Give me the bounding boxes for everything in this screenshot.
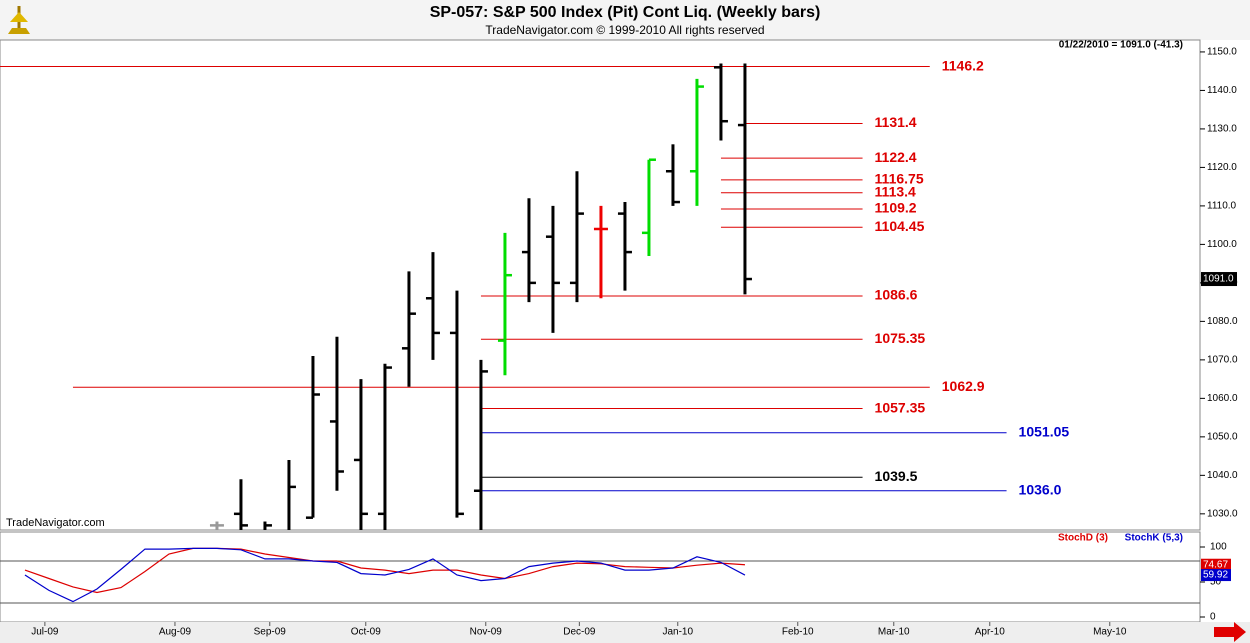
stoch-line — [24, 547, 746, 594]
scroll-arrow[interactable] — [1214, 622, 1246, 642]
price-plot — [0, 63, 1007, 530]
y-tick-label: 0 — [1210, 612, 1216, 623]
x-tick-label: May-10 — [1093, 627, 1127, 638]
chart-title: SP-057: S&P 500 Index (Pit) Cont Liq. (W… — [430, 4, 821, 21]
chart-subtitle: TradeNavigator.com © 1999-2010 All right… — [485, 23, 764, 37]
x-tick-label: Apr-10 — [975, 627, 1005, 638]
y-tick-label: 1070.0 — [1207, 355, 1238, 366]
level-label: 1116.75 — [875, 171, 924, 187]
level-label: 1146.2 — [942, 57, 984, 73]
header-bg — [0, 0, 1250, 40]
last-value-label: 74.67 — [1203, 559, 1228, 570]
x-tick-label: Sep-09 — [254, 627, 287, 638]
last-annotation: 01/22/2010 = 1091.0 (-41.3) — [1059, 40, 1183, 51]
x-tick-label: Mar-10 — [878, 627, 910, 638]
last-value-tag — [1201, 569, 1231, 582]
level-label: 1086.6 — [875, 287, 918, 303]
y-tick-label: 100 — [1210, 542, 1227, 553]
y-tick-label: 1040.0 — [1207, 470, 1238, 481]
last-price-tag — [1201, 272, 1237, 287]
y-tick-label: 1100.0 — [1207, 239, 1237, 250]
stoch-plot — [0, 547, 1200, 604]
level-label: 1051.05 — [1019, 424, 1070, 440]
y-tick-label: 1130.0 — [1207, 124, 1237, 135]
x-tick-label: Dec-09 — [563, 627, 596, 638]
x-tick-label: Jul-09 — [31, 627, 59, 638]
level-label: 1057.35 — [875, 399, 926, 415]
level-label: 1062.9 — [942, 378, 985, 394]
x-tick-label: Jan-10 — [662, 627, 693, 638]
level-label: 1113.4 — [875, 184, 916, 200]
x-tick-label: Aug-09 — [159, 627, 192, 638]
last-price-label: 1091.0 — [1203, 274, 1234, 285]
stoch-line — [24, 547, 746, 603]
level-label: 1036.0 — [1019, 481, 1062, 497]
watermark: TradeNavigator.com — [6, 517, 105, 529]
level-label: 1075.35 — [875, 330, 926, 346]
level-label: 1122.4 — [875, 149, 917, 165]
y-tick-label: 1060.0 — [1207, 393, 1238, 404]
y-tick-label: 1120.0 — [1207, 162, 1237, 173]
last-value-tag — [1201, 558, 1231, 571]
y-tick-label: 1030.0 — [1207, 508, 1238, 519]
x-tick-label: Oct-09 — [351, 627, 381, 638]
x-tick-label: Nov-09 — [470, 627, 503, 638]
stoch-pane — [0, 531, 1201, 623]
level-label: 1131.4 — [875, 114, 917, 130]
y-tick-label: 1050.0 — [1207, 431, 1238, 442]
y-tick-label: 1140.0 — [1207, 85, 1237, 96]
legend-entry: StochK (5,3) — [1125, 533, 1183, 544]
time-axis-bg — [0, 622, 1250, 643]
level-label: 1104.45 — [875, 218, 925, 234]
legend-entry: StochD (3) — [1058, 533, 1108, 544]
y-tick-label: 1150.0 — [1207, 47, 1237, 58]
y-tick-label: 1080.0 — [1207, 316, 1238, 327]
level-label: 1039.5 — [875, 468, 918, 484]
last-value-label: 59.92 — [1203, 570, 1228, 581]
y-tick-label: 1110.0 — [1207, 201, 1237, 212]
y-tick-label: 50 — [1210, 577, 1222, 588]
x-tick-label: Feb-10 — [782, 627, 814, 638]
logo — [8, 6, 30, 34]
level-label: 1109.2 — [875, 200, 917, 216]
